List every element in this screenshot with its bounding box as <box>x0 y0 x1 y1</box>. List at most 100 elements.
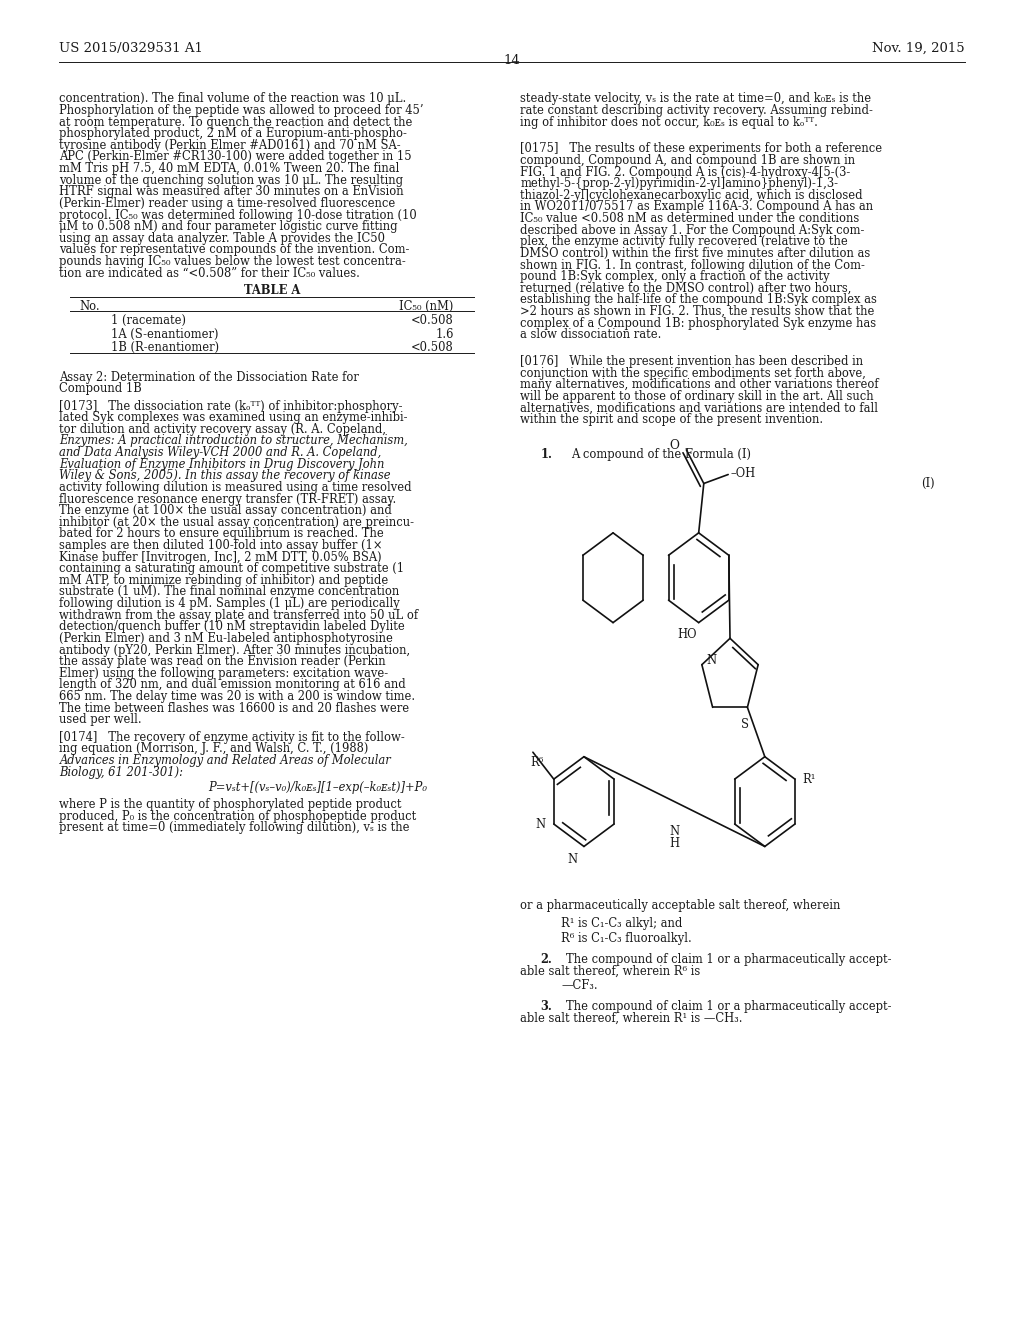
Text: within the spirit and scope of the present invention.: within the spirit and scope of the prese… <box>520 413 823 426</box>
Text: or a pharmaceutically acceptable salt thereof, wherein: or a pharmaceutically acceptable salt th… <box>520 899 841 912</box>
Text: withdrawn from the assay plate and transferred into 50 uL of: withdrawn from the assay plate and trans… <box>59 609 419 622</box>
Text: N: N <box>567 853 578 866</box>
Text: at room temperature. To quench the reaction and detect the: at room temperature. To quench the react… <box>59 116 413 128</box>
Text: using an assay data analyzer. Table A provides the IC50: using an assay data analyzer. Table A pr… <box>59 232 385 244</box>
Text: steady-state velocity, vₛ is the rate at time=0, and k₀ᴇₛ is the: steady-state velocity, vₛ is the rate at… <box>520 92 871 106</box>
Text: S: S <box>741 718 750 731</box>
Text: The compound of claim 1 or a pharmaceutically accept-: The compound of claim 1 or a pharmaceuti… <box>566 953 892 966</box>
Text: detection/quench buffer (10 nM streptavidin labeled Dylite: detection/quench buffer (10 nM streptavi… <box>59 620 406 634</box>
Text: 1.6: 1.6 <box>435 327 454 341</box>
Text: 3.: 3. <box>541 1001 552 1014</box>
Text: O: O <box>669 440 679 453</box>
Text: H: H <box>670 837 680 850</box>
Text: compound, Compound A, and compound 1B are shown in: compound, Compound A, and compound 1B ar… <box>520 154 855 166</box>
Text: <0.508: <0.508 <box>411 314 454 327</box>
Text: 1B (R-enantiomer): 1B (R-enantiomer) <box>111 341 219 354</box>
Text: many alternatives, modifications and other variations thereof: many alternatives, modifications and oth… <box>520 378 879 391</box>
Text: able salt thereof, wherein R¹ is —CH₃.: able salt thereof, wherein R¹ is —CH₃. <box>520 1012 742 1024</box>
Text: N: N <box>670 825 680 838</box>
Text: –OH: –OH <box>730 467 756 479</box>
Text: Phosphorylation of the peptide was allowed to proceed for 45’: Phosphorylation of the peptide was allow… <box>59 104 424 117</box>
Text: shown in FIG. 1. In contrast, following dilution of the Com-: shown in FIG. 1. In contrast, following … <box>520 259 865 272</box>
Text: in WO2011/075517 as Example 116A-3. Compound A has an: in WO2011/075517 as Example 116A-3. Comp… <box>520 201 873 214</box>
Text: [0175]   The results of these experiments for both a reference: [0175] The results of these experiments … <box>520 143 883 156</box>
Text: the assay plate was read on the Envision reader (Perkin: the assay plate was read on the Envision… <box>59 655 386 668</box>
Text: HTRF signal was measured after 30 minutes on a EnVision: HTRF signal was measured after 30 minute… <box>59 185 404 198</box>
Text: TABLE A: TABLE A <box>244 284 300 297</box>
Text: conjunction with the specific embodiments set forth above,: conjunction with the specific embodiment… <box>520 367 866 380</box>
Text: tor dilution and activity recovery assay (R. A. Copeland,: tor dilution and activity recovery assay… <box>59 422 386 436</box>
Text: [0176]   While the present invention has been described in: [0176] While the present invention has b… <box>520 355 863 368</box>
Text: (Perkin Elmer) and 3 nM Eu-labeled antiphosphotyrosine: (Perkin Elmer) and 3 nM Eu-labeled antip… <box>59 632 393 645</box>
Text: 14: 14 <box>504 54 520 67</box>
Text: plex, the enzyme activity fully recovered (relative to the: plex, the enzyme activity fully recovere… <box>520 235 848 248</box>
Text: establishing the half-life of the compound 1B:Syk complex as: establishing the half-life of the compou… <box>520 293 878 306</box>
Text: Kinase buffer [Invitrogen, Inc], 2 mM DTT, 0.05% BSA): Kinase buffer [Invitrogen, Inc], 2 mM DT… <box>59 550 382 564</box>
Text: Nov. 19, 2015: Nov. 19, 2015 <box>872 42 965 55</box>
Text: tion are indicated as “<0.508” for their IC₅₀ values.: tion are indicated as “<0.508” for their… <box>59 267 360 280</box>
Text: [0174]   The recovery of enzyme activity is fit to the follow-: [0174] The recovery of enzyme activity i… <box>59 731 406 743</box>
Text: Biology, 61 201-301):: Biology, 61 201-301): <box>59 766 183 779</box>
Text: A compound of the Formula (I): A compound of the Formula (I) <box>571 447 752 461</box>
Text: mM Tris pH 7.5, 40 mM EDTA, 0.01% Tween 20. The final: mM Tris pH 7.5, 40 mM EDTA, 0.01% Tween … <box>59 162 399 176</box>
Text: ing equation (Morrison, J. F., and Walsh, C. T., (1988): ing equation (Morrison, J. F., and Walsh… <box>59 742 369 755</box>
Text: pound 1B:Syk complex, only a fraction of the activity: pound 1B:Syk complex, only a fraction of… <box>520 271 829 282</box>
Text: activity following dilution is measured using a time resolved: activity following dilution is measured … <box>59 480 412 494</box>
Text: 1 (racemate): 1 (racemate) <box>111 314 185 327</box>
Text: methyl-5-{prop-2-yl)pyrimidin-2-yl]amino}phenyl)-1,3-: methyl-5-{prop-2-yl)pyrimidin-2-yl]amino… <box>520 177 839 190</box>
Text: inhibitor (at 20× the usual assay concentration) are preincu-: inhibitor (at 20× the usual assay concen… <box>59 516 415 529</box>
Text: US 2015/0329531 A1: US 2015/0329531 A1 <box>59 42 204 55</box>
Text: samples are then diluted 100-fold into assay buffer (1×: samples are then diluted 100-fold into a… <box>59 539 383 552</box>
Text: The compound of claim 1 or a pharmaceutically accept-: The compound of claim 1 or a pharmaceuti… <box>566 1001 892 1014</box>
Text: described above in Assay 1. For the Compound A:Syk com-: described above in Assay 1. For the Comp… <box>520 223 864 236</box>
Text: values for representative compounds of the invention. Com-: values for representative compounds of t… <box>59 243 410 256</box>
Text: ing of inhibitor does not occur, k₀ᴇₛ is equal to kₒᵀᵀ.: ing of inhibitor does not occur, k₀ᴇₛ is… <box>520 116 818 128</box>
Text: 1A (S-enantiomer): 1A (S-enantiomer) <box>111 327 218 341</box>
Text: The enzyme (at 100× the usual assay concentration) and: The enzyme (at 100× the usual assay conc… <box>59 504 392 517</box>
Text: rate constant describing activity recovery. Assuming rebind-: rate constant describing activity recove… <box>520 104 873 117</box>
Text: able salt thereof, wherein R⁶ is: able salt thereof, wherein R⁶ is <box>520 965 700 977</box>
Text: length of 320 nm, and dual emission monitoring at 616 and: length of 320 nm, and dual emission moni… <box>59 678 407 692</box>
Text: Wiley & Sons, 2005). In this assay the recovery of kinase: Wiley & Sons, 2005). In this assay the r… <box>59 470 391 482</box>
Text: present at time=0 (immediately following dilution), vₛ is the: present at time=0 (immediately following… <box>59 821 410 834</box>
Text: —CF₃.: —CF₃. <box>561 979 598 993</box>
Text: pounds having IC₅₀ values below the lowest test concentra-: pounds having IC₅₀ values below the lowe… <box>59 255 407 268</box>
Text: P=vₛt+[(vₛ–v₀)/k₀ᴇₛ][1–exp(–k₀ᴇₛt)]+P₀: P=vₛt+[(vₛ–v₀)/k₀ᴇₛ][1–exp(–k₀ᴇₛt)]+P₀ <box>208 780 427 793</box>
Text: N: N <box>536 817 546 830</box>
Text: <0.508: <0.508 <box>411 341 454 354</box>
Text: tyrosine antibody (Perkin Elmer #AD0161) and 70 nM SA-: tyrosine antibody (Perkin Elmer #AD0161)… <box>59 139 401 152</box>
Text: where P is the quantity of phosphorylated peptide product: where P is the quantity of phosphorylate… <box>59 799 401 810</box>
Text: R¹: R¹ <box>802 772 815 785</box>
Text: (I): (I) <box>922 477 935 490</box>
Text: complex of a Compound 1B: phosphorylated Syk enzyme has: complex of a Compound 1B: phosphorylated… <box>520 317 877 330</box>
Text: No.: No. <box>80 301 100 313</box>
Text: a slow dissociation rate.: a slow dissociation rate. <box>520 329 662 341</box>
Text: mM ATP, to minimize rebinding of inhibitor) and peptide: mM ATP, to minimize rebinding of inhibit… <box>59 574 389 587</box>
Text: fluorescence resonance energy transfer (TR-FRET) assay.: fluorescence resonance energy transfer (… <box>59 492 396 506</box>
Text: used per well.: used per well. <box>59 713 142 726</box>
Text: 1.: 1. <box>541 447 553 461</box>
Text: Evaluation of Enzyme Inhibitors in Drug Discovery John: Evaluation of Enzyme Inhibitors in Drug … <box>59 458 385 471</box>
Text: N: N <box>706 655 716 667</box>
Text: Compound 1B: Compound 1B <box>59 383 142 395</box>
Text: volume of the quenching solution was 10 μL. The resulting: volume of the quenching solution was 10 … <box>59 174 403 186</box>
Text: IC₅₀ value <0.508 nM as determined under the conditions: IC₅₀ value <0.508 nM as determined under… <box>520 213 859 224</box>
Text: produced, P₀ is the concentration of phosphopeptide product: produced, P₀ is the concentration of pho… <box>59 809 417 822</box>
Text: thiazol-2-yl]cyclohexanecarboxylic acid, which is disclosed: thiazol-2-yl]cyclohexanecarboxylic acid,… <box>520 189 863 202</box>
Text: R¹ is C₁-C₃ alkyl; and: R¹ is C₁-C₃ alkyl; and <box>561 916 683 929</box>
Text: 665 nm. The delay time was 20 is with a 200 is window time.: 665 nm. The delay time was 20 is with a … <box>59 690 416 704</box>
Text: DMSO control) within the first five minutes after dilution as: DMSO control) within the first five minu… <box>520 247 870 260</box>
Text: protocol. IC₅₀ was determined following 10-dose titration (10: protocol. IC₅₀ was determined following … <box>59 209 417 222</box>
Text: alternatives, modifications and variations are intended to fall: alternatives, modifications and variatio… <box>520 401 879 414</box>
Text: [0173]   The dissociation rate (kₒᵀᵀ) of inhibitor:phosphory-: [0173] The dissociation rate (kₒᵀᵀ) of i… <box>59 400 402 413</box>
Text: R⁶: R⁶ <box>530 755 544 768</box>
Text: >2 hours as shown in FIG. 2. Thus, the results show that the: >2 hours as shown in FIG. 2. Thus, the r… <box>520 305 874 318</box>
Text: will be apparent to those of ordinary skill in the art. All such: will be apparent to those of ordinary sk… <box>520 389 873 403</box>
Text: FIG. 1 and FIG. 2. Compound A is (cis)-4-hydroxy-4[5-(3-: FIG. 1 and FIG. 2. Compound A is (cis)-4… <box>520 165 851 178</box>
Text: Advances in Enzymology and Related Areas of Molecular: Advances in Enzymology and Related Areas… <box>59 754 391 767</box>
Text: The time between flashes was 16600 is and 20 flashes were: The time between flashes was 16600 is an… <box>59 702 410 714</box>
Text: R⁶ is C₁-C₃ fluoroalkyl.: R⁶ is C₁-C₃ fluoroalkyl. <box>561 932 692 945</box>
Text: μM to 0.508 nM) and four parameter logistic curve fitting: μM to 0.508 nM) and four parameter logis… <box>59 220 398 234</box>
Text: returned (relative to the DMSO control) after two hours,: returned (relative to the DMSO control) … <box>520 281 852 294</box>
Text: concentration). The final volume of the reaction was 10 μL.: concentration). The final volume of the … <box>59 92 407 106</box>
